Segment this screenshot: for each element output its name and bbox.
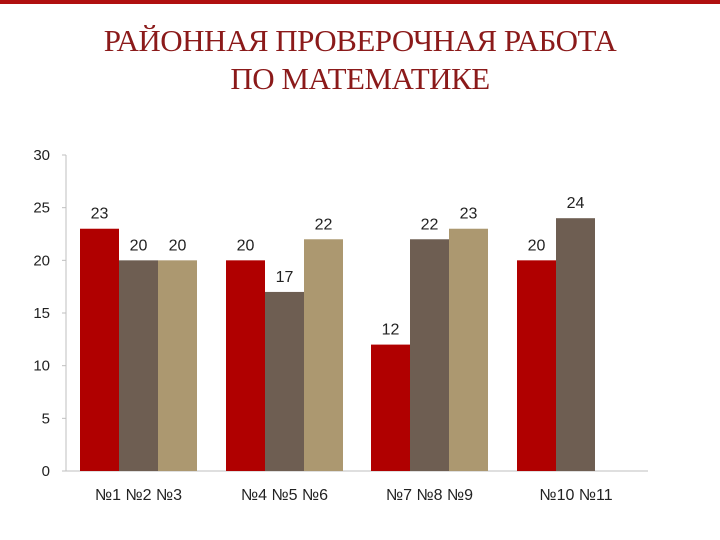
chart-data-labels: 23 20 20 20 17 22 12 22 23 20 24 (91, 195, 585, 338)
data-label: 23 (91, 206, 109, 223)
y-tick-label: 15 (33, 305, 50, 322)
x-category-label: №7 №8 №9 (386, 487, 473, 504)
bar (80, 228, 119, 471)
chart-tick-labels: 0 5 10 15 20 25 30 №1 №2 №3 №4 №5 №6 №7 №8 №9 №10 … (33, 147, 612, 504)
bar (556, 218, 595, 471)
bar (226, 260, 265, 471)
y-tick-label: 10 (33, 358, 50, 375)
bar (371, 344, 410, 471)
data-label: 20 (528, 237, 546, 254)
bar (517, 260, 556, 471)
bar (265, 291, 304, 471)
slide-title-line-1: РАЙОННАЯ ПРОВЕРОЧНАЯ РАБОТА (103, 23, 617, 58)
chart-bars (80, 218, 595, 471)
data-label: 24 (567, 195, 585, 212)
data-label: 20 (169, 237, 187, 254)
bar (304, 239, 343, 471)
x-category-label: №4 №5 №6 (241, 487, 328, 504)
y-tick-label: 30 (33, 147, 50, 164)
x-category-label: №1 №2 №3 (95, 487, 182, 504)
y-tick-label: 20 (33, 252, 50, 269)
y-tick-label: 0 (42, 463, 50, 480)
data-label: 22 (421, 216, 439, 233)
x-category-label: №10 №11 (539, 487, 612, 504)
data-label: 17 (276, 269, 294, 286)
slide-title-line-2: ПО МАТЕМАТИКЕ (230, 61, 490, 96)
data-label: 20 (237, 237, 255, 254)
y-tick-label: 5 (42, 410, 50, 427)
bar (119, 260, 158, 471)
y-tick-label: 25 (33, 200, 50, 217)
slide-title: РАЙОННАЯ ПРОВЕРОЧНАЯ РАБОТА ПО МАТЕМАТИК… (0, 22, 720, 98)
data-label: 23 (460, 206, 478, 223)
data-label: 20 (130, 237, 148, 254)
bar (449, 228, 488, 471)
bar (158, 260, 197, 471)
bar (410, 239, 449, 471)
data-label: 22 (315, 216, 333, 233)
top-accent-band (0, 0, 720, 4)
data-label: 12 (382, 322, 400, 339)
